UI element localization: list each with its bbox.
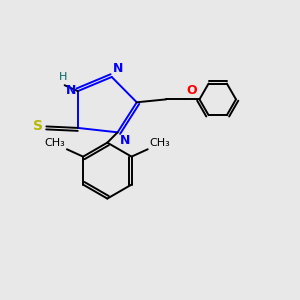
Text: N: N bbox=[66, 84, 76, 97]
Text: H: H bbox=[59, 72, 67, 82]
Text: N: N bbox=[119, 134, 130, 147]
Text: CH₃: CH₃ bbox=[149, 138, 170, 148]
Text: N: N bbox=[113, 62, 123, 75]
Text: O: O bbox=[187, 84, 197, 97]
Text: CH₃: CH₃ bbox=[45, 138, 65, 148]
Text: S: S bbox=[33, 119, 43, 134]
